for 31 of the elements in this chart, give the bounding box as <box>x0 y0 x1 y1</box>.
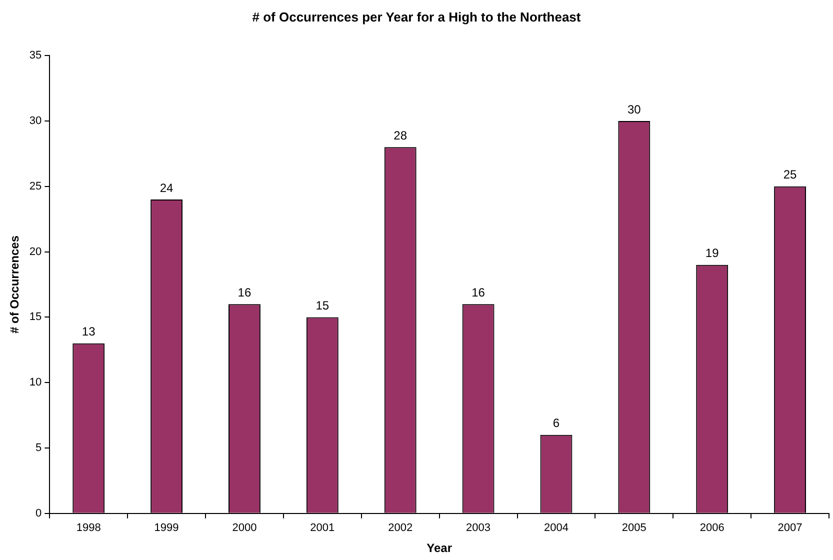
y-tick-label: 35 <box>29 50 42 62</box>
data-label: 30 <box>627 102 642 116</box>
data-label: 19 <box>705 246 720 260</box>
data-label: 16 <box>472 285 486 300</box>
data-label: 28 <box>394 128 408 142</box>
y-tick-label: 5 <box>36 442 42 454</box>
x-tick-label: 2007 <box>778 522 802 534</box>
y-tick-label: 25 <box>29 180 42 192</box>
y-tick-label: 0 <box>36 507 42 520</box>
data-label: 24 <box>160 180 174 195</box>
chart-title: # of Occurrences per Year for a High to the Northeast <box>252 9 582 24</box>
y-tick-label: 15 <box>29 311 42 324</box>
x-tick-label: 2005 <box>622 522 646 534</box>
data-label: 16 <box>238 285 252 300</box>
data-label: 13 <box>82 324 96 339</box>
x-tick-label: 2001 <box>310 522 335 534</box>
y-tick-label: 30 <box>29 115 42 128</box>
data-label: 6 <box>552 416 560 430</box>
x-tick-label: 1999 <box>154 522 179 534</box>
y-axis-title: # of Occurrences <box>8 235 22 334</box>
x-tick-label: 2003 <box>466 522 491 534</box>
x-tick-label: 1998 <box>76 522 101 534</box>
x-tick-label: 2004 <box>544 522 568 534</box>
x-tick-label: 2002 <box>388 522 413 534</box>
x-tick-label: 2000 <box>232 522 257 534</box>
x-tick-label: 2006 <box>700 522 724 534</box>
data-label: 15 <box>316 298 330 313</box>
x-axis-title: Year <box>426 541 452 556</box>
data-label: 25 <box>783 168 798 182</box>
y-tick-label: 20 <box>29 246 42 258</box>
y-tick-label: 10 <box>29 376 42 389</box>
